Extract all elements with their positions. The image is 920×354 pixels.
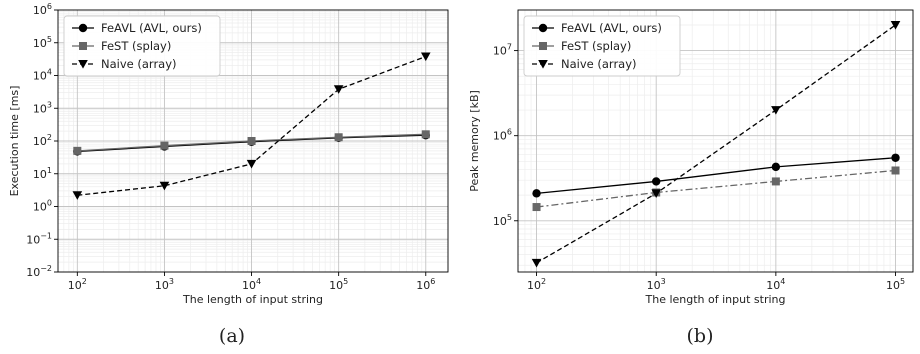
data-point: [159, 181, 170, 191]
series-line: [536, 157, 896, 195]
y-axis-label: Peak memory [kB]: [468, 90, 481, 192]
legend-entry-3: Naive (array): [72, 57, 177, 71]
data-point: [247, 137, 256, 145]
x-tick-label: 102: [68, 277, 87, 292]
plot-frame: [517, 9, 914, 273]
x-tick-label: 103: [647, 277, 666, 292]
x-tick-label: 104: [242, 277, 261, 292]
legend-box: [523, 15, 681, 77]
legend-box: [63, 15, 221, 77]
y-tick-label: 106: [493, 128, 512, 143]
x-tick-label: 105: [886, 277, 905, 292]
legend-label: FeST (splay): [561, 39, 631, 53]
x-tick-label: 104: [766, 277, 785, 292]
panel-a-caption: (a): [219, 325, 245, 347]
data-point: [532, 203, 541, 212]
x-tick-label: 102: [527, 277, 546, 292]
series-line: [536, 169, 896, 208]
data-point: [891, 153, 900, 162]
legend-marker: [79, 42, 87, 50]
series-line: [536, 24, 896, 264]
chart-panel-b: 102 103 104 105 105 106 107 The length of input…: [468, 9, 914, 306]
legend-entry-1: FeAVL (AVL, ours): [72, 21, 202, 35]
legend-marker: [78, 60, 88, 69]
data-point: [771, 106, 781, 115]
ticks: 102 103 104 105 106 10−2 10−1 100 101 102 103 104 10…: [26, 2, 435, 292]
legend-entry-2: FeST (splay): [72, 39, 171, 53]
y-tick-label: 103: [33, 100, 52, 115]
series-3: [72, 52, 431, 200]
legend-marker: [539, 42, 547, 50]
legend: FeAVL (AVL, ours) FeST (splay) Naive (arra…: [63, 15, 221, 77]
legend-label: FeST (splay): [101, 39, 171, 53]
y-tick-label: 105: [33, 35, 52, 50]
legend: FeAVL (AVL, ours) FeST (splay) Naive (arra…: [523, 15, 681, 77]
legend-marker: [538, 60, 548, 69]
data-point: [771, 162, 781, 172]
legend-marker: [538, 23, 548, 33]
data-point: [532, 189, 541, 198]
y-tick-label: 104: [33, 68, 52, 83]
data-point: [891, 166, 900, 175]
y-tick-label: 105: [493, 213, 512, 228]
x-tick-label: 105: [329, 277, 348, 292]
y-tick-label: 106: [33, 2, 52, 17]
y-tick-label: 102: [33, 133, 52, 148]
legend-entry-2: FeST (splay): [532, 39, 631, 53]
data-point: [333, 85, 344, 94]
data-point: [334, 133, 343, 142]
x-axis-label: The length of input string: [182, 293, 323, 306]
y-tick-label: 107: [493, 43, 512, 58]
x-tick-label: 106: [416, 277, 435, 292]
chart-panel-a: 102 103 104 105 106 10−2 10−1 100 101 102 103 104 10…: [8, 2, 449, 306]
data-point: [160, 141, 169, 150]
data-point: [420, 52, 431, 62]
y-axis-label: Execution time [ms]: [8, 86, 21, 197]
x-tick-label: 103: [155, 277, 174, 292]
y-tick-label: 10−1: [26, 231, 52, 246]
data-point: [651, 177, 661, 186]
data-point: [890, 20, 901, 30]
data-point: [72, 191, 83, 200]
y-tick-label: 100: [33, 199, 52, 214]
legend-label: Naive (array): [101, 57, 177, 71]
series-1: [532, 153, 900, 198]
legend-entry-3: Naive (array): [532, 57, 637, 71]
legend-label: FeAVL (AVL, ours): [561, 21, 662, 35]
legend-entry-1: FeAVL (AVL, ours): [532, 21, 662, 35]
series-3: [531, 20, 901, 268]
data-point: [73, 146, 82, 155]
x-axis-label: The length of input string: [645, 293, 786, 306]
legend-marker: [78, 23, 88, 33]
legend-label: Naive (array): [561, 57, 637, 71]
ticks: 102 103 104 105 105 106 107: [493, 43, 905, 292]
legend-label: FeAVL (AVL, ours): [101, 21, 202, 35]
y-tick-label: 10−2: [26, 264, 52, 279]
data-point: [531, 258, 542, 268]
series-2: [73, 130, 430, 155]
data-point: [246, 159, 257, 169]
data-point: [421, 130, 430, 139]
panel-b-caption: (b): [687, 325, 714, 347]
y-tick-label: 101: [33, 166, 52, 181]
data-point: [771, 177, 780, 186]
data-point: [651, 189, 661, 198]
